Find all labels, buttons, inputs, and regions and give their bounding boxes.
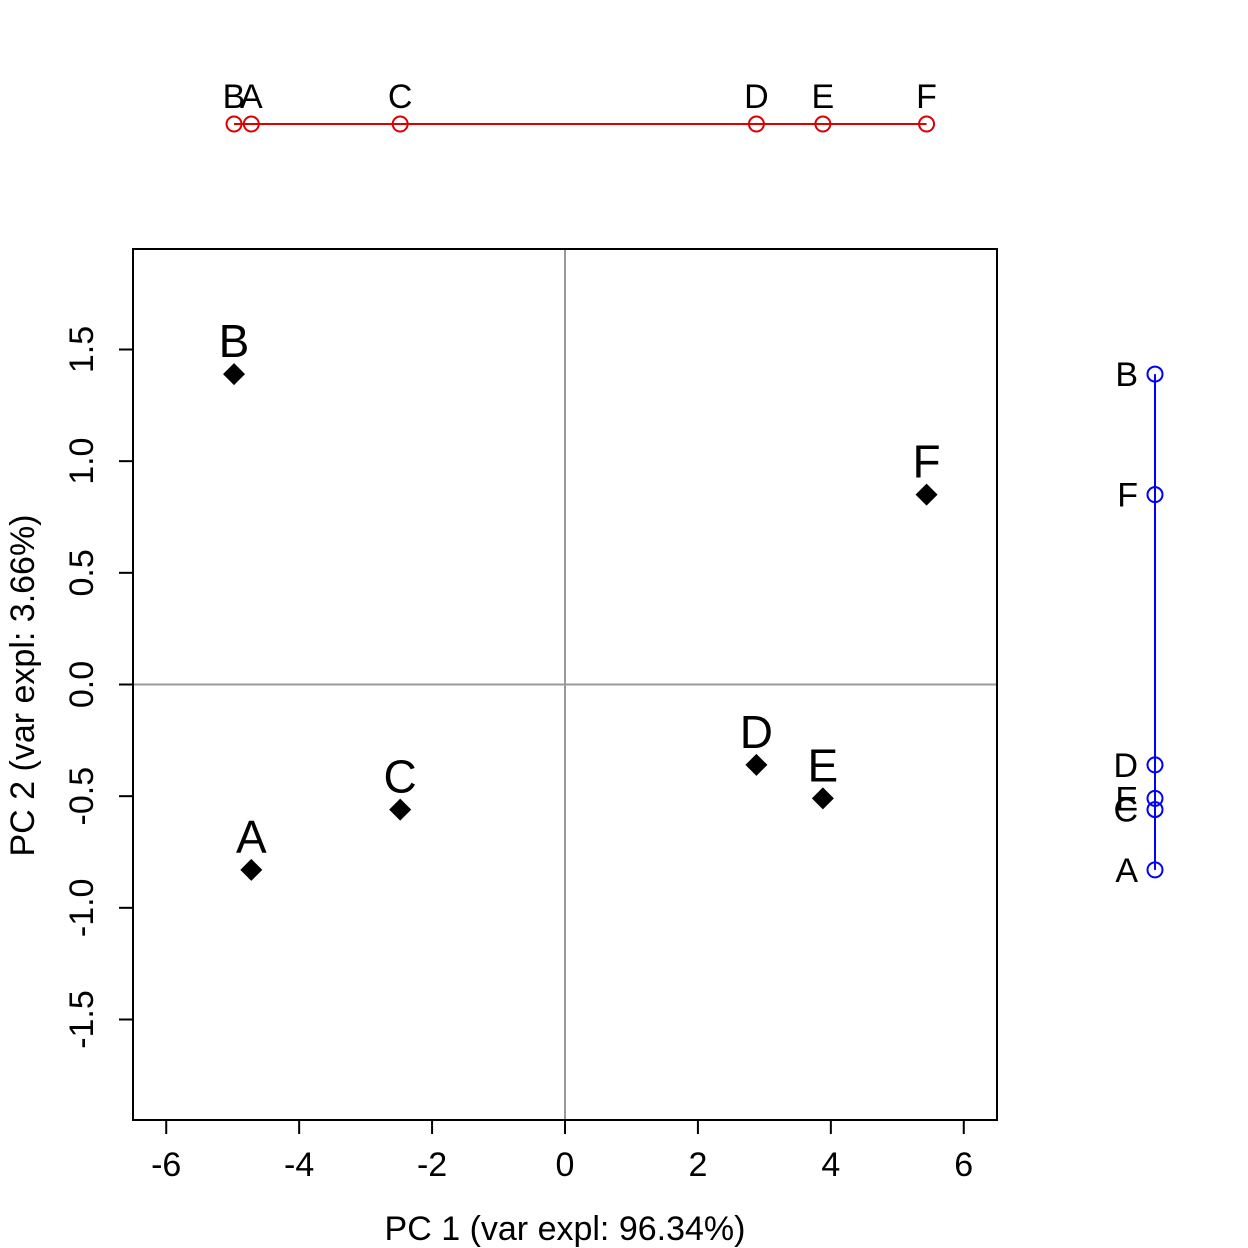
pc2-marker-label-b: B xyxy=(1115,356,1138,394)
pc1-marker-e xyxy=(814,115,832,133)
pc1-marker-label-b: B xyxy=(223,78,246,116)
pc1-marker-b xyxy=(225,115,243,133)
x-tick-label: 0 xyxy=(556,1146,575,1184)
pc1-marginal-plot: AB C D E F xyxy=(223,78,937,133)
pc2-marker-label-f: F xyxy=(1117,477,1138,515)
point-a xyxy=(240,858,263,881)
y-axis: -1.5 -1.0 -0.5 0.0 0.5 1.0 1.5 xyxy=(63,326,134,1049)
pc2-marker-label-d: D xyxy=(1113,747,1138,785)
y-tick-label: 1.5 xyxy=(63,326,101,373)
pc2-marker-label-e: E xyxy=(1115,780,1138,818)
x-tick-label: 2 xyxy=(688,1146,707,1184)
y-tick-label: 0.0 xyxy=(63,661,101,708)
pc1-marker-label-d: D xyxy=(744,78,769,116)
x-tick-label: -6 xyxy=(151,1146,181,1184)
x-tick-label: -4 xyxy=(284,1146,314,1184)
x-axis-label: PC 1 (var expl: 96.34%) xyxy=(385,1210,746,1248)
pc1-marker-label-f: F xyxy=(916,78,937,116)
point-label-f: F xyxy=(912,436,940,488)
data-points xyxy=(223,363,938,881)
point-label-d: D xyxy=(740,706,773,758)
pc2-marker-a xyxy=(1146,861,1164,879)
pc2-marginal-plot: A B CDE F xyxy=(1113,356,1164,890)
pc2-marker-f xyxy=(1146,486,1164,504)
y-tick-label: -1.5 xyxy=(63,990,101,1049)
x-axis: -6 -4 -2 0 2 4 6 xyxy=(151,1119,973,1184)
pc1-marker-label-a: A xyxy=(240,78,263,116)
point-label-e: E xyxy=(808,739,839,791)
point-label-a: A xyxy=(236,811,267,863)
y-tick-label: 1.0 xyxy=(63,438,101,485)
x-tick-label: 6 xyxy=(954,1146,973,1184)
point-b xyxy=(223,363,246,386)
x-tick-label: -2 xyxy=(417,1146,447,1184)
y-axis-label: PC 2 (var expl: 3.66%) xyxy=(4,514,42,856)
pc2-marker-label-a: A xyxy=(1115,852,1138,890)
point-e xyxy=(811,787,834,810)
pc1-marker-d xyxy=(747,115,765,133)
pc2-marker-d xyxy=(1146,756,1164,774)
point-f xyxy=(915,483,938,506)
point-label-c: C xyxy=(384,751,417,803)
pc1-marker-a xyxy=(242,115,260,133)
x-tick-label: 4 xyxy=(821,1146,840,1184)
y-tick-label: -0.5 xyxy=(63,767,101,826)
point-c xyxy=(389,798,412,821)
pc2-marker-b xyxy=(1146,365,1164,383)
pc2-marker-c xyxy=(1146,801,1164,819)
pc1-marker-c xyxy=(391,115,409,133)
point-d xyxy=(745,753,768,776)
y-tick-label: 0.5 xyxy=(63,549,101,596)
pc1-marker-label-e: E xyxy=(812,78,835,116)
y-tick-label: -1.0 xyxy=(63,879,101,938)
pc2-marker-e xyxy=(1146,789,1164,807)
pc1-marker-label-c: C xyxy=(388,78,413,116)
point-label-b: B xyxy=(219,315,250,367)
point-labels: A B C DE F xyxy=(219,315,941,863)
reference-lines xyxy=(133,249,997,1120)
pc2-marker-label-c: C xyxy=(1113,792,1138,830)
pc1-marker-f xyxy=(918,115,936,133)
